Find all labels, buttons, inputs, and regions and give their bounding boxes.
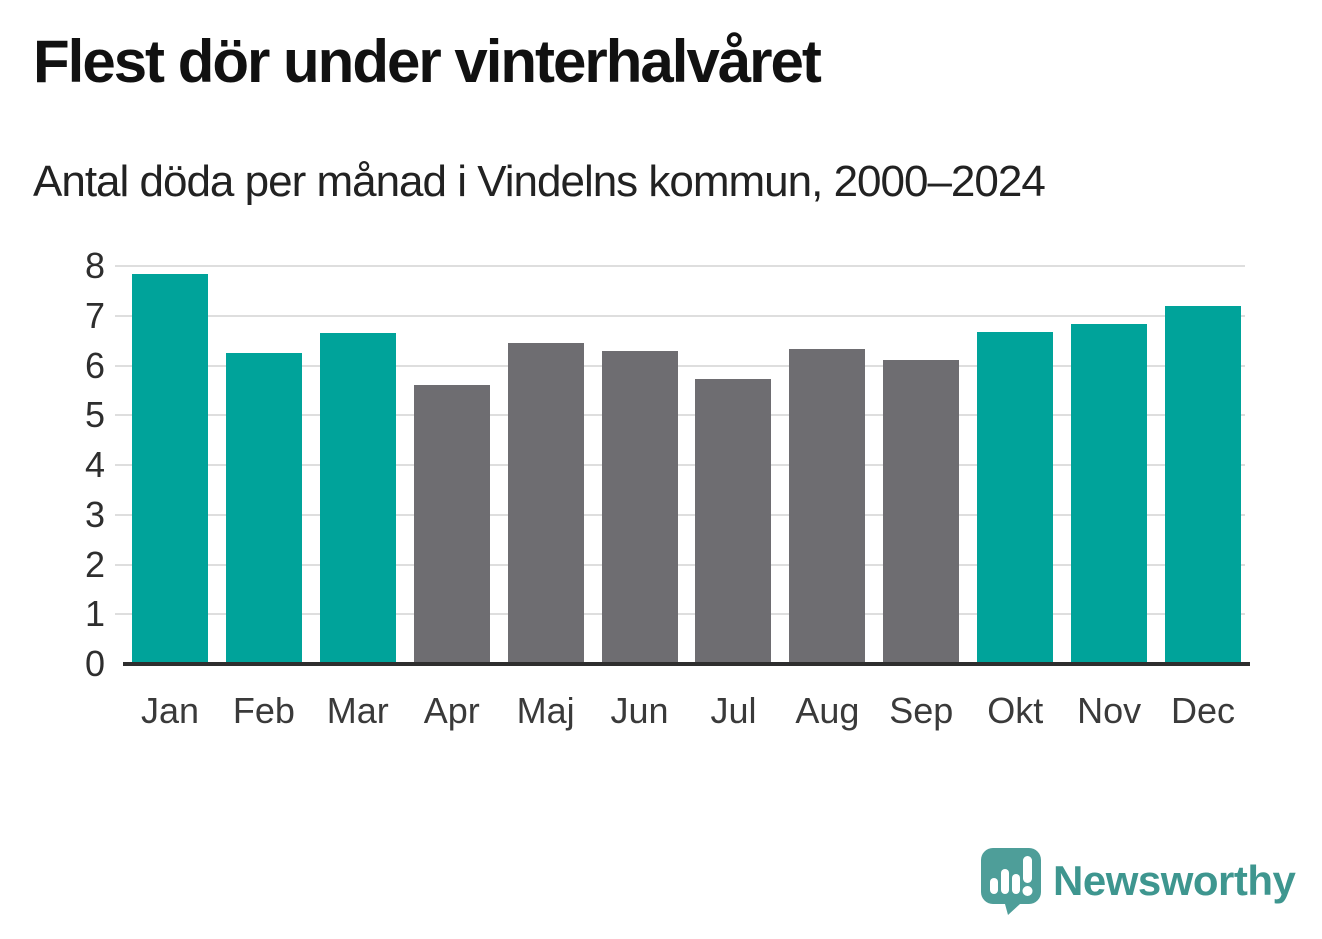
y-tick-label-2: 2 xyxy=(84,543,105,585)
gridline-6 xyxy=(115,364,1245,367)
x-axis-tick-labels: Jan Feb Mar Apr Maj Jun Jul Aug Sep Okt Nov Dec xyxy=(123,686,1250,736)
x-tick-label-sep: Sep xyxy=(889,690,954,731)
bar-nov xyxy=(1071,323,1148,664)
x-tick-label-apr: Apr xyxy=(423,690,480,731)
bar-jul xyxy=(695,378,772,664)
x-tick-label-jun: Jun xyxy=(610,690,669,731)
bar-jan xyxy=(131,273,208,664)
x-tick-label-mar: Mar xyxy=(326,690,389,731)
bar-aug xyxy=(789,348,866,664)
bar-mar xyxy=(319,333,396,664)
chart-subtitle: Antal döda per månad i Vindelns kommun, … xyxy=(33,157,1046,206)
bars xyxy=(123,266,1250,664)
y-tick-label-0: 0 xyxy=(84,643,105,684)
x-tick-label-aug: Aug xyxy=(795,690,860,731)
y-tick-label-7: 7 xyxy=(84,294,105,336)
gridline-1 xyxy=(115,613,1245,616)
plot-area xyxy=(115,265,1250,666)
y-tick-label-5: 5 xyxy=(84,394,105,436)
bar-apr xyxy=(413,384,490,664)
y-tick-label-1: 1 xyxy=(84,593,105,635)
y-axis-tick-labels: 0 1 2 3 4 5 6 7 8 xyxy=(0,0,105,939)
gridline-2 xyxy=(115,563,1245,566)
gridline-5 xyxy=(115,414,1245,417)
x-tick-label-nov: Nov xyxy=(1077,690,1142,731)
bar-sep xyxy=(883,359,960,664)
bar-okt xyxy=(977,332,1054,664)
x-tick-label-jul: Jul xyxy=(710,690,757,731)
x-tick-label-feb: Feb xyxy=(232,690,295,731)
gridlines xyxy=(115,265,1245,664)
x-tick-label-okt: Okt xyxy=(987,690,1044,731)
bar-feb xyxy=(225,352,302,664)
bar-maj xyxy=(507,343,584,664)
newsworthy-logo: Newsworthy xyxy=(977,845,1297,917)
gridline-3 xyxy=(115,513,1245,516)
bar-dec xyxy=(1165,305,1242,664)
bar-jun xyxy=(601,351,678,664)
newsworthy-wordmark: Newsworthy xyxy=(1053,857,1296,904)
y-tick-label-3: 3 xyxy=(84,493,105,535)
y-tick-label-4: 4 xyxy=(84,444,105,485)
gridline-8 xyxy=(115,265,1245,267)
chart-title: Flest dör under vinterhalvåret xyxy=(33,28,822,95)
gridline-7 xyxy=(115,314,1245,317)
x-tick-label-jan: Jan xyxy=(140,690,199,731)
x-tick-label-dec: Dec xyxy=(1171,690,1236,731)
x-axis-line xyxy=(123,662,1250,666)
y-tick-label-8: 8 xyxy=(84,245,105,286)
x-tick-label-maj: Maj xyxy=(516,690,575,731)
gridline-4 xyxy=(115,464,1245,466)
newsworthy-speech-bubble-icon xyxy=(981,848,1041,915)
y-tick-label-6: 6 xyxy=(84,344,105,386)
